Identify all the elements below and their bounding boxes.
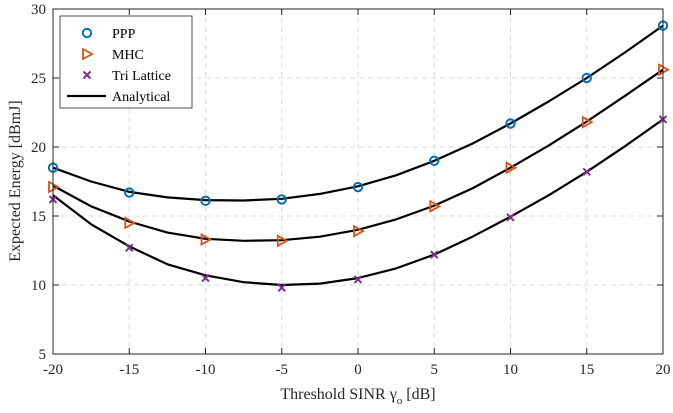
- x-axis-label: Threshold SINR γo [dB]: [280, 386, 435, 407]
- y-tick-label: 5: [39, 347, 47, 363]
- y-tick-label: 10: [31, 278, 46, 294]
- x-tick-label: -15: [119, 362, 139, 378]
- tri-lattice-point: [125, 243, 134, 252]
- y-tick-label: 25: [31, 71, 46, 87]
- mhc-point: [505, 161, 518, 175]
- tri-lattice-point: [582, 167, 591, 177]
- tri-lattice-point: [353, 275, 363, 284]
- legend-marker: [81, 27, 93, 39]
- tri-lattice-point: [201, 273, 210, 283]
- x-tick-label: 15: [579, 362, 594, 378]
- analytical-curve: [52, 68, 664, 242]
- x-tick-label: 20: [656, 362, 671, 378]
- legend-label: MHC: [112, 48, 144, 63]
- mhc-point: [353, 224, 365, 238]
- x-tick-label: -5: [276, 362, 289, 378]
- ppp-point: [429, 155, 440, 167]
- x-tick-label: 0: [354, 362, 362, 378]
- x-tick-label: -20: [43, 362, 63, 378]
- legend-entry-tri-lattice: Tri Lattice: [82, 69, 171, 84]
- data-markers: [47, 20, 670, 292]
- ppp-point: [276, 194, 287, 205]
- ppp-point: [352, 181, 364, 193]
- ppp-point: [124, 187, 135, 198]
- tri-lattice-point: [277, 283, 286, 292]
- legend-marker: [82, 70, 92, 80]
- x-axis-label-symbol: γ: [389, 386, 397, 403]
- legend-entry-analytical: Analytical: [67, 90, 170, 105]
- mhc-point: [124, 216, 137, 230]
- y-tick-label: 30: [31, 2, 46, 18]
- y-tick-label: 20: [31, 140, 46, 156]
- x-tick-label: -10: [196, 362, 216, 378]
- y-tick-label: 15: [31, 209, 46, 225]
- x-axis-label-unit: [dB]: [402, 386, 435, 403]
- x-axis-label-main: Threshold SINR: [280, 386, 389, 403]
- tri-lattice-point: [430, 250, 439, 259]
- series-tri-lattice: [48, 115, 668, 292]
- mhc-point: [276, 234, 289, 248]
- x-tick-label: 10: [503, 362, 518, 378]
- legend-entry-ppp: PPP: [81, 27, 136, 42]
- x-tick-label: 5: [431, 362, 439, 378]
- legend-label: Tri Lattice: [112, 69, 171, 84]
- ppp-point: [200, 195, 211, 207]
- tri-lattice-point: [506, 213, 515, 222]
- mhc-point: [429, 199, 442, 213]
- x-axis-ticks: -20 -15 -10 -5 0 5 10 15 20: [43, 9, 671, 378]
- series-ppp: [47, 20, 669, 207]
- analytical-curve: [52, 24, 664, 202]
- y-axis-label: Expected Energy [dBmJ]: [7, 100, 24, 261]
- ppp-point: [581, 72, 592, 84]
- ppp-point: [505, 118, 516, 129]
- legend: PPP MHC Tri Lattice Analytical: [59, 15, 193, 109]
- y-axis-ticks: 5 10 15 20 25 30: [31, 2, 663, 363]
- legend-entry-mhc: MHC: [82, 47, 144, 63]
- x-axis-label-subscript: o: [397, 395, 403, 407]
- legend-box: [59, 15, 193, 109]
- legend-label: Analytical: [112, 90, 170, 105]
- legend-label: PPP: [112, 27, 136, 42]
- mhc-point: [581, 115, 594, 129]
- legend-marker: [82, 47, 94, 61]
- mhc-point: [200, 232, 213, 246]
